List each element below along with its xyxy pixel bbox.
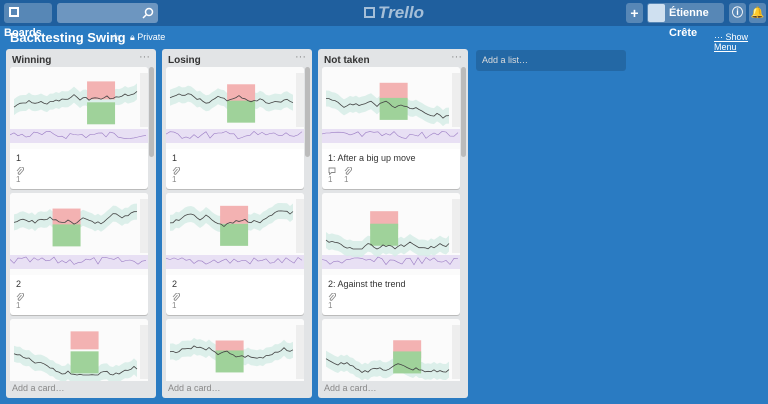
attachments-badge: 1 — [172, 167, 180, 184]
card-title: 2 — [172, 279, 178, 289]
list-title[interactable]: Winning — [12, 55, 52, 66]
search-box[interactable] — [57, 3, 158, 23]
add-card[interactable]: Add a card… — [168, 383, 221, 393]
chart-thumbnail — [322, 319, 460, 381]
card-title: 1 — [172, 153, 178, 163]
add-card[interactable]: Add a card… — [12, 383, 65, 393]
chart-thumbnail — [166, 193, 304, 275]
comments-badge: 1 — [328, 167, 336, 184]
chart-thumbnail — [322, 193, 460, 275]
search-icon — [142, 7, 154, 19]
card-title: 1 — [16, 153, 22, 163]
boards-label: Boards — [4, 27, 42, 39]
info-button[interactable]: ⓘ — [729, 3, 746, 23]
list-menu[interactable]: ··· — [139, 51, 150, 63]
comments-count: 1 — [328, 175, 333, 184]
attachments-count: 1 — [172, 301, 177, 310]
card-title: 2 — [16, 279, 22, 289]
attachments-badge: 1 — [16, 293, 24, 310]
chart-thumbnail — [166, 67, 304, 149]
card[interactable]: 1: After a big up move 1 1 — [322, 67, 460, 189]
card[interactable]: 2 1 — [166, 193, 304, 315]
attachments-count: 1 — [344, 175, 349, 184]
show-menu[interactable]: ··· Show Menu — [714, 32, 749, 52]
logo-icon — [364, 7, 375, 18]
card[interactable]: 1 1 — [10, 67, 148, 189]
add-button[interactable]: + — [626, 3, 643, 23]
add-card[interactable]: Add a card… — [324, 383, 377, 393]
list: Not taken ··· 1: After a big up move 1 1 2:… — [318, 49, 468, 398]
attachments-badge: 1 — [16, 167, 24, 184]
scrollbar — [305, 67, 310, 157]
attachments-badge: 1 — [172, 293, 180, 310]
badges: 1 1 — [322, 165, 460, 189]
cards: 1: After a big up move 1 1 2: Against the… — [322, 67, 460, 381]
star-icon[interactable]: ☆ — [111, 32, 120, 43]
notifications-button[interactable]: 🔔 — [749, 3, 766, 23]
badges: 1 — [166, 291, 304, 315]
card-title: 1: After a big up move — [328, 153, 416, 163]
card-title: 2: Against the trend — [328, 279, 406, 289]
chart-thumbnail — [10, 193, 148, 275]
visibility-label: Private — [137, 32, 166, 42]
badges: 1 — [10, 165, 148, 189]
chart-thumbnail — [10, 67, 148, 149]
badges: 1 — [322, 291, 460, 315]
board-title[interactable]: Backtesting Swing — [10, 30, 126, 45]
chart-thumbnail — [10, 319, 148, 381]
badges: 1 — [166, 165, 304, 189]
attachments-count: 1 — [16, 301, 21, 310]
add-list[interactable]: Add a list… — [476, 50, 626, 71]
chart-thumbnail — [166, 319, 304, 381]
card[interactable] — [10, 319, 148, 381]
logo[interactable]: Trello — [364, 3, 424, 23]
card[interactable]: 1 1 — [166, 67, 304, 189]
visibility[interactable]: 🔒︎ Private — [130, 32, 166, 42]
chart-thumbnail — [322, 67, 460, 149]
card[interactable] — [322, 319, 460, 381]
logo-text: Trello — [378, 3, 424, 22]
show-menu-label: Show Menu — [714, 32, 749, 52]
attachments-badge: 1 — [328, 293, 336, 310]
boards-icon — [9, 7, 19, 17]
list-title[interactable]: Losing — [168, 55, 201, 66]
scrollbar — [461, 67, 466, 157]
card[interactable]: 2: Against the trend 1 — [322, 193, 460, 315]
attachments-badge: 1 — [344, 167, 352, 184]
boards-button[interactable]: Boards — [4, 3, 52, 39]
header: Boards Trello + Étienne Crête ⓘ 🔔 — [0, 0, 768, 39]
badges: 1 — [10, 291, 148, 315]
list-menu[interactable]: ··· — [295, 51, 306, 63]
card[interactable] — [166, 319, 304, 381]
avatar — [648, 4, 665, 22]
attachments-count: 1 — [328, 301, 333, 310]
user-name: Étienne Crête — [669, 7, 709, 39]
user-button[interactable]: Étienne Crête — [647, 3, 724, 39]
attachments-count: 1 — [16, 175, 21, 184]
list-title[interactable]: Not taken — [324, 55, 370, 66]
attachments-count: 1 — [172, 175, 177, 184]
scrollbar — [149, 67, 154, 157]
list-menu[interactable]: ··· — [451, 51, 462, 63]
card[interactable]: 2 1 — [10, 193, 148, 315]
